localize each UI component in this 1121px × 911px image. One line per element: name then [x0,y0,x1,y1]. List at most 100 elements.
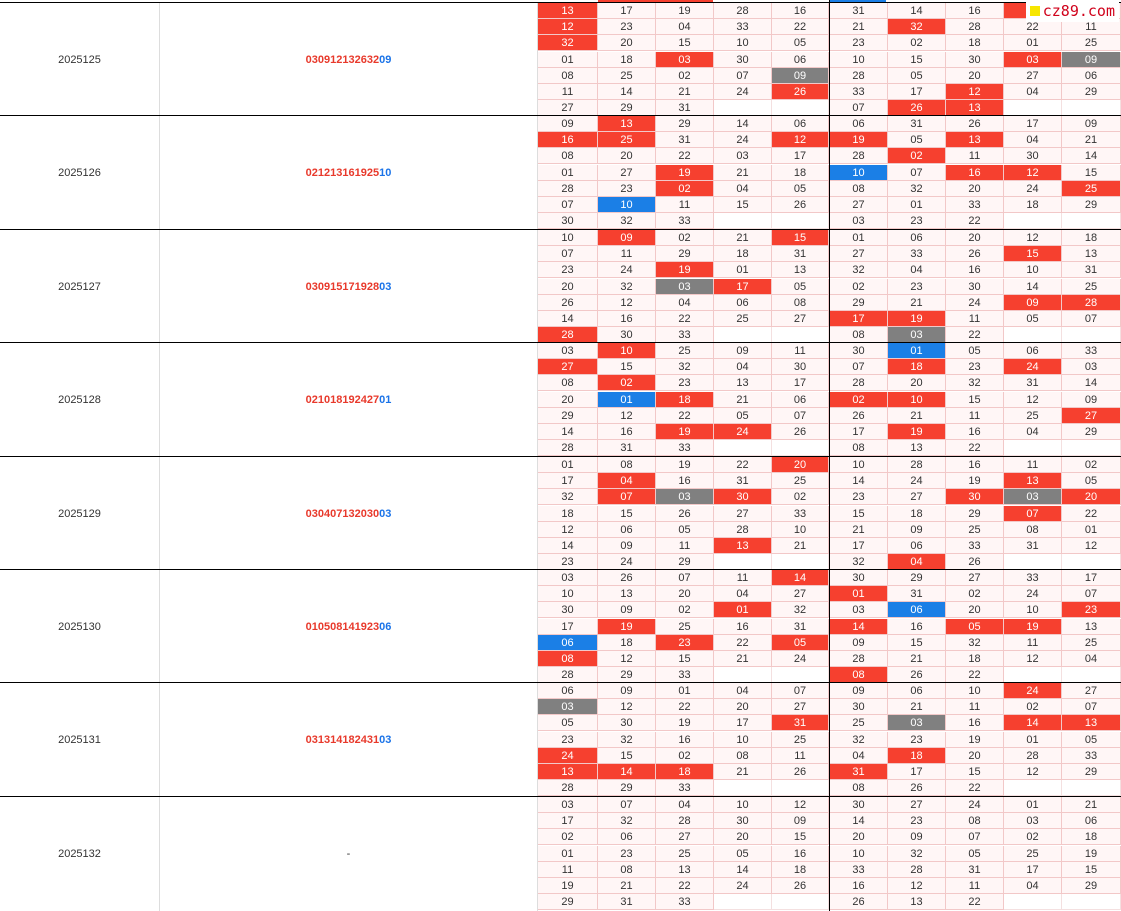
matrix-cell: 17 [888,84,946,100]
red-ball: 14 [330,733,343,746]
matrix-cell: 26 [772,197,829,213]
matrix-cell: 33 [1062,343,1121,359]
site-logo[interactable]: cz89.com [1025,0,1119,22]
matrix-cell: 31 [830,3,888,19]
matrix-cell: 08 [772,294,829,311]
matrix-cell: 04 [830,747,888,764]
matrix-cell: 02 [1004,829,1062,846]
matrix-cell: 17 [1062,570,1121,586]
matrix-cell: 12 [1004,764,1062,780]
matrix-cell: 32 [598,278,656,295]
matrix-cell: 25 [946,521,1004,538]
matrix-cell: 08 [830,780,888,797]
matrix-cell: 05 [1062,473,1121,490]
matrix-cell: 05 [946,343,1004,359]
matrix-cell: 01 [888,197,946,213]
draw-numbers: 02 10 18 19 24 27 01 [160,343,538,456]
matrix-cell: 20 [598,148,656,165]
matrix-cell: 09 [598,538,656,554]
red-ball: 15 [330,280,343,293]
matrix-cell: 18 [538,505,598,522]
matrix-cell: 20 [538,391,598,408]
matrix-cell: 19 [656,164,714,181]
matrix-cell: 15 [656,651,714,667]
matrix-cell: 14 [598,84,656,100]
matrix-cell: 18 [598,51,656,68]
matrix-cell: 09 [830,683,888,699]
matrix-cell: 03 [656,489,714,506]
matrix-cell: 11 [946,311,1004,327]
matrix-cell: 31 [656,100,714,117]
matrix-cell: 05 [772,634,829,651]
red-ball: 08 [330,620,343,633]
matrix-cell: 22 [656,878,714,894]
matrix-cell: 13 [714,538,772,554]
matrix-cell: 30 [714,51,772,68]
matrix-cell: 16 [946,262,1004,279]
matrix-cell: 20 [714,699,772,716]
matrix-cell: 13 [598,116,656,132]
matrix-cell: 10 [1004,262,1062,279]
matrix-cell: 04 [714,180,772,197]
matrix-cell: 27 [538,100,598,117]
matrix-cell: 33 [656,440,714,457]
matrix-cell: 09 [598,683,656,699]
matrix-cell: 03 [888,327,946,344]
matrix-cell: 06 [772,391,829,408]
matrix-cell: 02 [830,278,888,295]
matrix-cell: 32 [598,213,656,230]
matrix-cell: 15 [1004,246,1062,263]
matrix-cell: 16 [772,3,829,19]
matrix-cell: 17 [830,311,888,327]
matrix-cell [714,894,772,911]
red-ball: 09 [317,280,331,293]
blue-ball: 01 [379,393,392,406]
matrix-cell: 18 [888,359,946,376]
matrix-cell: 26 [830,894,888,911]
number-matrix: 03 10 25 09 11 30 01 05 06 33 27 15 32 04 30 07 18 23 24 03… [0,343,1121,457]
matrix-cell: 10 [830,164,888,181]
matrix-cell: 28 [830,375,888,392]
matrix-cell: 17 [714,278,772,295]
matrix-cell: 21 [714,391,772,408]
matrix-cell: 28 [538,780,598,797]
matrix-cell: 19 [946,731,1004,748]
matrix-cell: 19 [538,878,598,894]
matrix-cell: 26 [772,764,829,780]
matrix-cell: 05 [888,132,946,149]
matrix-cell: 29 [1062,197,1121,213]
matrix-cell: 29 [538,407,598,424]
matrix-cell: 01 [830,586,888,603]
matrix-cell: 07 [946,829,1004,846]
matrix-cell: 33 [714,19,772,36]
matrix-cell: 31 [772,246,829,263]
matrix-cell: 25 [656,618,714,635]
matrix-cell [772,327,829,344]
matrix-cell: 25 [772,473,829,490]
period-number: 2025129 [0,457,160,570]
matrix-cell [1004,894,1062,911]
matrix-cell: 04 [656,797,714,813]
matrix-cell: 07 [772,407,829,424]
matrix-cell: 14 [830,618,888,635]
matrix-cell: 01 [656,683,714,699]
matrix-cell [772,440,829,457]
matrix-cell: 23 [598,845,656,862]
matrix-cell: 16 [598,311,656,327]
red-ball: 24 [354,393,367,406]
matrix-cell: 23 [656,375,714,392]
red-ball: 05 [317,620,331,633]
top-overflow-marker [830,0,886,2]
matrix-cell: 19 [830,132,888,149]
blue-ball: 10 [379,166,392,179]
matrix-cell: 18 [946,651,1004,667]
matrix-cell: 06 [714,294,772,311]
matrix-cell: 21 [830,521,888,538]
matrix-cell: 18 [888,505,946,522]
matrix-cell: 17 [830,538,888,554]
matrix-cell [1004,780,1062,797]
number-matrix: 1317192816311416032112230433222132282211… [0,3,1121,117]
matrix-cell: 24 [714,424,772,440]
matrix-cell: 28 [830,148,888,165]
